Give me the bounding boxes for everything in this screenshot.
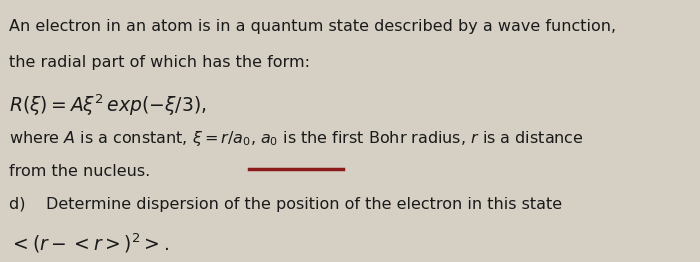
Text: d)    Determine dispersion of the position of the electron in this state: d) Determine dispersion of the position … <box>9 197 562 212</box>
Text: from the nucleus.: from the nucleus. <box>9 164 150 179</box>
Text: An electron in an atom is in a quantum state described by a wave function,: An electron in an atom is in a quantum s… <box>9 19 616 34</box>
Text: $< (r - <r>)^2 >.$: $< (r - <r>)^2 >.$ <box>9 232 169 255</box>
Text: where $A$ is a constant, $\xi = r/a_0$, $a_0$ is the first Bohr radius, $r$ is a: where $A$ is a constant, $\xi = r/a_0$, … <box>9 129 584 148</box>
Text: the radial part of which has the form:: the radial part of which has the form: <box>9 55 310 70</box>
Text: $R(\xi) = A\xi^2\,exp(-\xi/3),$: $R(\xi) = A\xi^2\,exp(-\xi/3),$ <box>9 92 206 118</box>
